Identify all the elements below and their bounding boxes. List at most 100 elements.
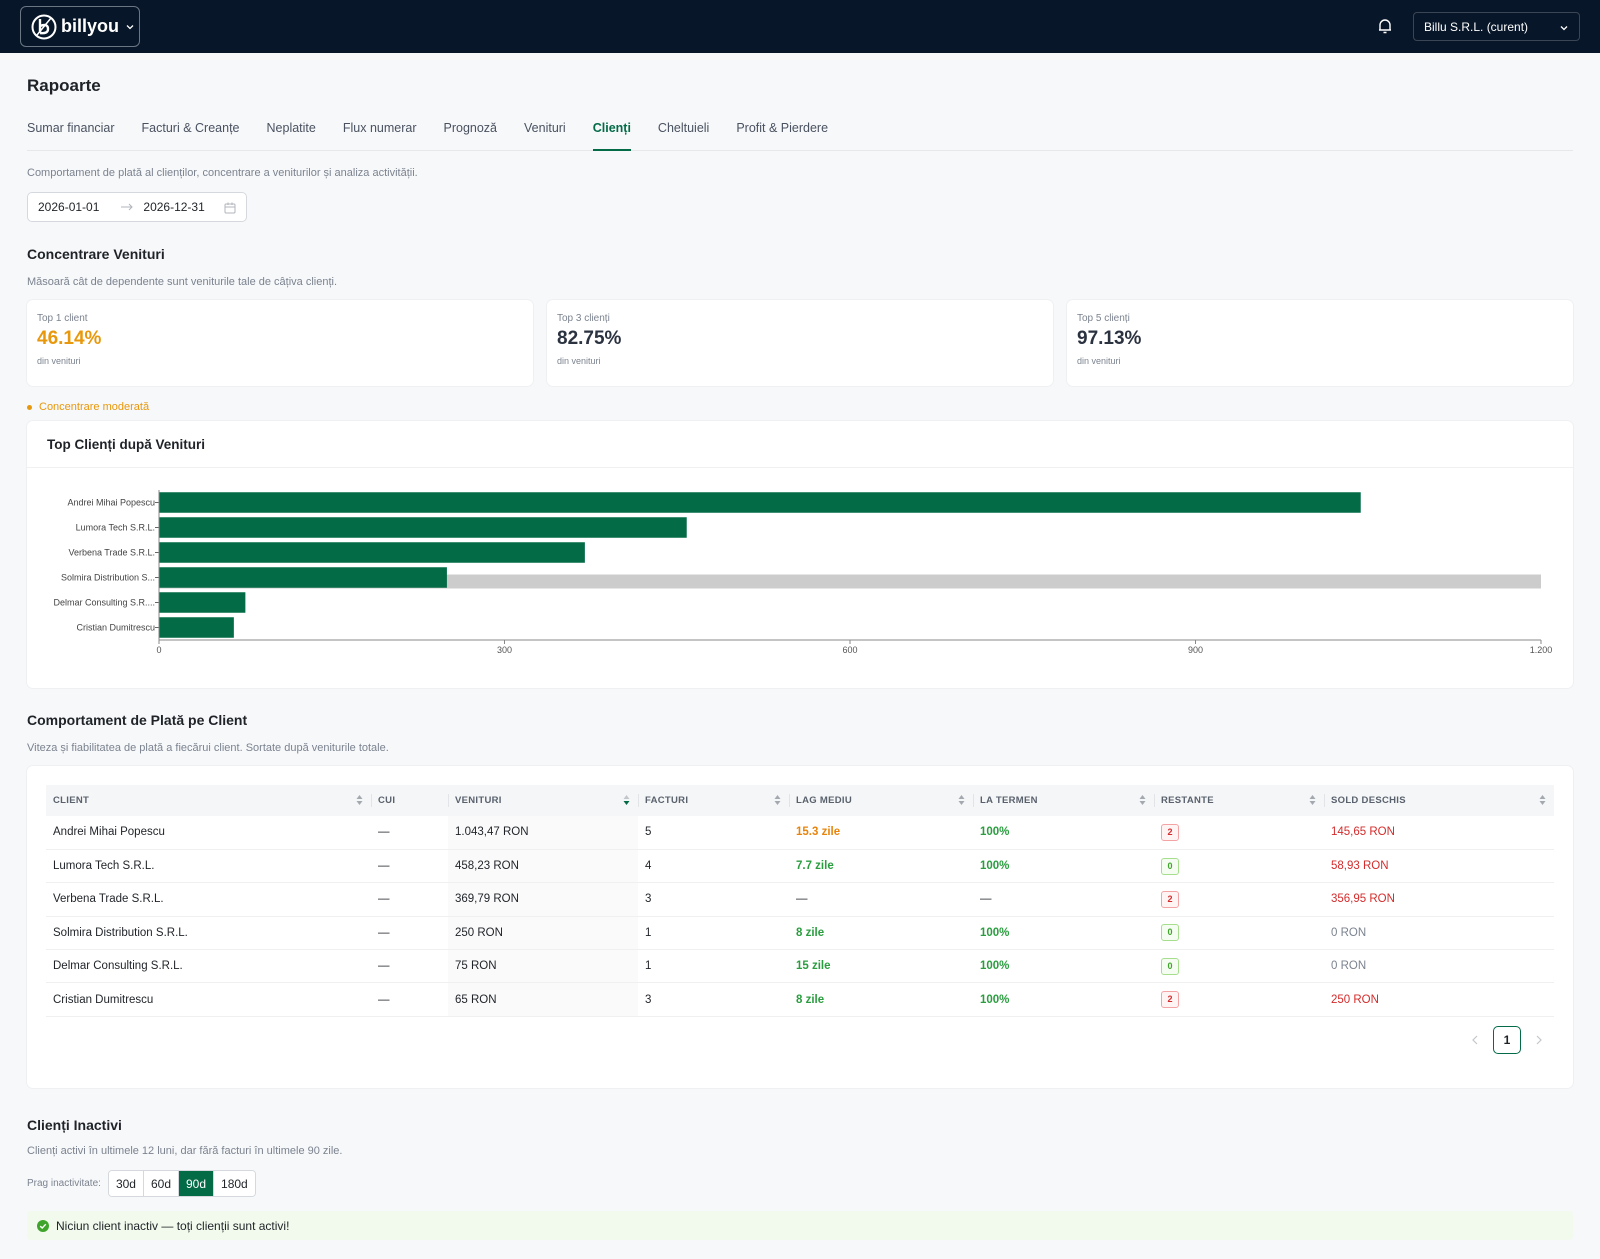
threshold-option[interactable]: 60d bbox=[142, 1171, 178, 1196]
column-header[interactable]: LA TERMEN bbox=[973, 785, 1154, 816]
column-title: RESTANTE bbox=[1161, 795, 1214, 806]
kpi-note: din venituri bbox=[557, 356, 601, 366]
overdue-badge: 2 bbox=[1161, 823, 1179, 841]
table-cell: 7.7 zile bbox=[789, 849, 973, 884]
chevron bbox=[126, 24, 134, 29]
sort-down bbox=[623, 801, 630, 805]
tab[interactable]: Sumar financiar bbox=[27, 121, 115, 135]
table-cell: 4 bbox=[638, 849, 789, 884]
y-tick-label: Delmar Consulting S.R.... bbox=[53, 597, 155, 607]
table-cell: 8 zile bbox=[789, 982, 973, 1017]
threshold-option[interactable]: 30d bbox=[108, 1171, 143, 1196]
column-header[interactable]: VENITURI bbox=[448, 785, 638, 816]
cell-text: Lumora Tech S.R.L. bbox=[53, 860, 155, 873]
table-cell: 250 RON bbox=[448, 916, 638, 951]
kpi-note: din venituri bbox=[1077, 356, 1121, 366]
table-row: Lumora Tech S.R.L. — 458,23 RON 4 7.7 zile 10… bbox=[46, 849, 1554, 884]
chart-panel: Top Clienți după Venituri 0 300 600 900 1.20… bbox=[27, 421, 1573, 688]
bar bbox=[159, 617, 234, 638]
cell-text: Solmira Distribution S.R.L. bbox=[53, 926, 188, 939]
prev-page[interactable] bbox=[1471, 1035, 1479, 1045]
table-cell: 100% bbox=[973, 849, 1154, 884]
table-cell: — bbox=[789, 882, 973, 917]
table-row: Solmira Distribution S.R.L. — 250 RON 1 8 zi… bbox=[46, 916, 1554, 951]
table-cell: — bbox=[371, 949, 448, 984]
cell-text: Verbena Trade S.R.L. bbox=[53, 893, 164, 906]
notifications[interactable] bbox=[1376, 17, 1394, 35]
threshold-label: Prag inactivitate: bbox=[27, 1178, 101, 1189]
kpi-label: Top 1 client bbox=[37, 313, 88, 324]
table-cell: Solmira Distribution S.R.L. bbox=[46, 916, 371, 951]
table-cell: — bbox=[371, 816, 448, 850]
overdue-badge: 2 bbox=[1161, 991, 1179, 1009]
cell-text: Andrei Mihai Popescu bbox=[53, 826, 165, 839]
table-row: Delmar Consulting S.R.L. — 75 RON 1 15 zile 1… bbox=[46, 949, 1554, 984]
threshold-options: 30d 60d 90d 180d bbox=[107, 1170, 256, 1197]
tab[interactable]: Neplatite bbox=[266, 121, 316, 135]
table-cell: 5 bbox=[638, 816, 789, 850]
tab[interactable]: Facturi & Creanțe bbox=[141, 121, 240, 135]
cell-text: 0 RON bbox=[1331, 926, 1367, 939]
cell-text: 1 bbox=[645, 926, 652, 939]
arrow bbox=[121, 203, 134, 211]
column-header[interactable]: CLIENT bbox=[46, 785, 371, 816]
cell-text: 100% bbox=[980, 993, 1010, 1006]
cell-text: 250 RON bbox=[455, 926, 503, 939]
column-title: VENITURI bbox=[455, 795, 502, 806]
sort-up bbox=[1309, 795, 1316, 799]
table-cell: 58,93 RON bbox=[1324, 849, 1554, 884]
table-panel: CLIENT CUI VENITURI FACTURI LAG MEDIU LA TERM… bbox=[27, 766, 1573, 1088]
column-title: CUI bbox=[378, 795, 396, 806]
section-subtitle: Viteza și fiabilitatea de plată a fiecăr… bbox=[27, 742, 389, 754]
tab[interactable]: Flux numerar bbox=[342, 121, 417, 135]
status-text: Concentrare moderată bbox=[39, 401, 150, 413]
table-cell: Lumora Tech S.R.L. bbox=[46, 849, 371, 884]
company-select[interactable]: Billu S.R.L. (curent) bbox=[1413, 12, 1580, 41]
column-header[interactable]: FACTURI bbox=[638, 785, 789, 816]
tab[interactable]: Venituri bbox=[524, 121, 566, 135]
kpi-card: Top 3 clienți 82.75% din venituri bbox=[547, 300, 1053, 386]
cell-text: — bbox=[378, 826, 390, 839]
tab[interactable]: Clienți bbox=[592, 121, 631, 151]
cell-text: 8 zile bbox=[796, 926, 825, 939]
column-header[interactable]: LAG MEDIU bbox=[789, 785, 973, 816]
chart: 0 300 600 900 1.200 bbox=[155, 490, 1552, 655]
column-title: LAG MEDIU bbox=[796, 795, 853, 806]
column-header[interactable]: RESTANTE bbox=[1154, 785, 1324, 816]
cell-text: 356,95 RON bbox=[1331, 893, 1395, 906]
bar bbox=[159, 517, 687, 538]
sort-down bbox=[958, 801, 965, 805]
brand-switcher[interactable]: billyou bbox=[20, 6, 140, 47]
column-header[interactable]: SOLD DESCHIS bbox=[1324, 785, 1554, 816]
cell-text: 58,93 RON bbox=[1331, 860, 1389, 873]
sort-up bbox=[356, 795, 363, 799]
kpi-value: 97.13% bbox=[1077, 328, 1142, 349]
y-tick-label: Andrei Mihai Popescu bbox=[67, 497, 155, 507]
check-icon bbox=[37, 1219, 49, 1232]
date-range[interactable]: 2026-01-01 2026-12-31 bbox=[27, 192, 247, 222]
table-cell: — bbox=[973, 882, 1154, 917]
table-cell: 2 bbox=[1154, 816, 1324, 850]
cell-text: 15 zile bbox=[796, 960, 831, 973]
sort-down bbox=[1539, 801, 1546, 805]
tab[interactable]: Prognoză bbox=[443, 121, 498, 135]
threshold-option[interactable]: 90d bbox=[178, 1171, 214, 1196]
table-cell: 250 RON bbox=[1324, 982, 1554, 1017]
y-tick-label: Lumora Tech S.R.L. bbox=[75, 522, 155, 532]
table-cell: 15 zile bbox=[789, 949, 973, 984]
next-page[interactable] bbox=[1535, 1035, 1543, 1045]
pagination: 1 bbox=[1471, 1026, 1543, 1054]
tab[interactable]: Cheltuieli bbox=[657, 121, 710, 135]
y-tick-label: Verbena Trade S.R.L. bbox=[68, 547, 155, 557]
tab[interactable]: Profit & Pierdere bbox=[736, 121, 829, 135]
column-title: LA TERMEN bbox=[980, 795, 1038, 806]
cell-text: 100% bbox=[980, 860, 1010, 873]
threshold-option[interactable]: 180d bbox=[213, 1171, 255, 1196]
kpi-card: Top 1 client 46.14% din venituri bbox=[27, 300, 533, 386]
section-subtitle: Clienți activi în ultimele 12 luni, dar … bbox=[27, 1145, 343, 1157]
page-button[interactable]: 1 bbox=[1493, 1026, 1521, 1054]
sort-icon bbox=[958, 795, 965, 805]
cell-text: 3 bbox=[645, 993, 652, 1006]
cell-text: 145,65 RON bbox=[1331, 826, 1395, 839]
brand-name: billyou bbox=[61, 16, 119, 36]
